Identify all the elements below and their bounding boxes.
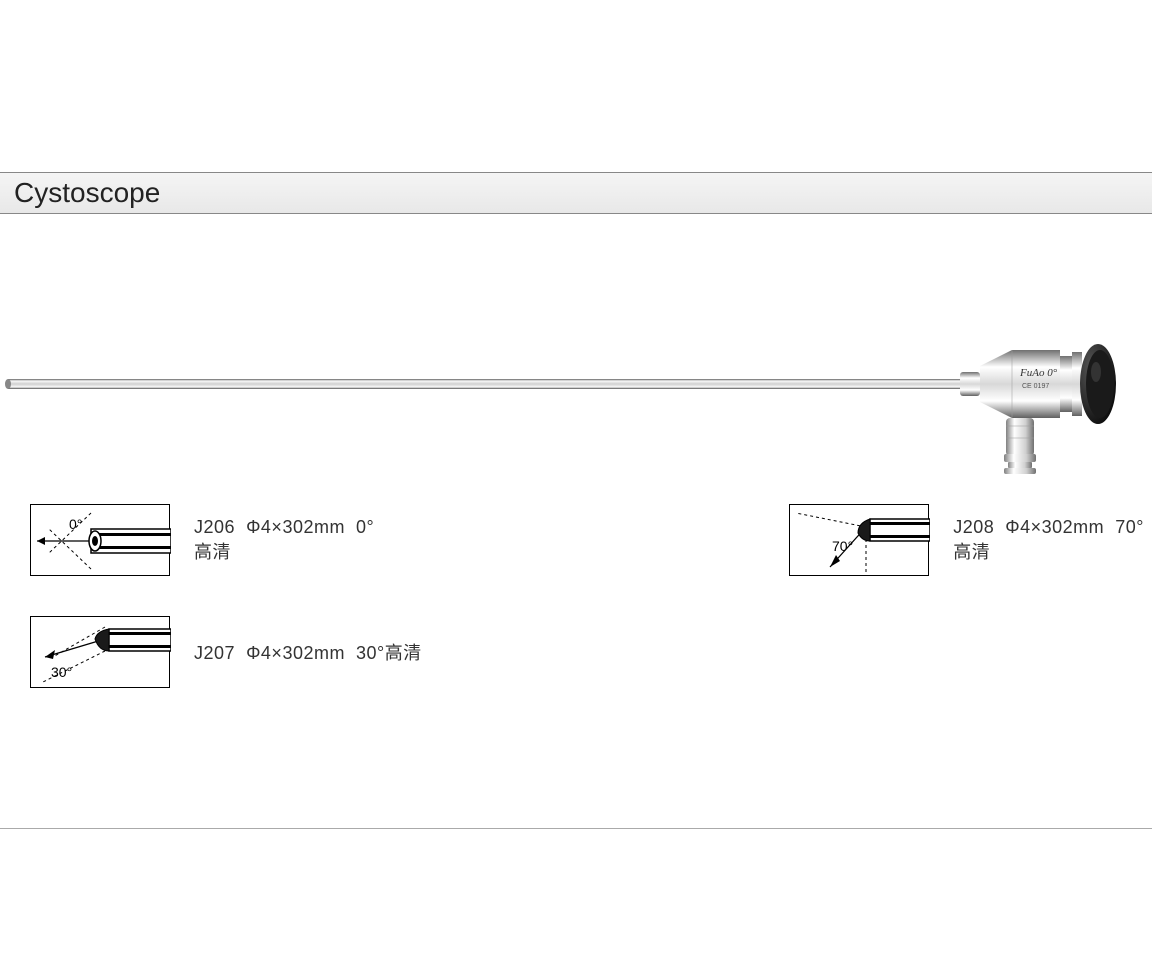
page-title: Cystoscope bbox=[14, 177, 160, 209]
angle-diagram-70: 70° bbox=[789, 504, 929, 576]
main-content: FuAo 0° CE 0197 bbox=[0, 214, 1152, 829]
angle-diagram-0: 0° bbox=[30, 504, 170, 576]
top-spacer bbox=[0, 0, 1152, 172]
svg-text:30°: 30° bbox=[51, 664, 72, 680]
variant-label: J206 Φ4×302mm 0°高清 bbox=[194, 517, 374, 564]
svg-text:0°: 0° bbox=[69, 516, 82, 532]
svg-text:CE 0197: CE 0197 bbox=[1022, 383, 1049, 390]
variant-row: 30° J207 Φ4×302mm 30°高清 bbox=[30, 616, 1130, 688]
variant-row: 0° J206 Φ4×302mm 0°高清 bbox=[30, 504, 1130, 576]
variant-item-j206: 0° J206 Φ4×302mm 0°高清 bbox=[30, 504, 374, 576]
title-bar: Cystoscope bbox=[0, 172, 1152, 214]
angle-diagram-30: 30° bbox=[30, 616, 170, 688]
bottom-spacer bbox=[0, 829, 1152, 959]
svg-text:70°: 70° bbox=[832, 538, 853, 554]
svg-text:FuAo 0°: FuAo 0° bbox=[1019, 367, 1058, 379]
variant-item-j208: 70° J208 Φ4×302mm 70°高清 bbox=[789, 504, 1144, 576]
variant-list: 0° J206 Φ4×302mm 0°高清 bbox=[30, 504, 1130, 728]
variant-label: J207 Φ4×302mm 30°高清 bbox=[194, 639, 422, 665]
variant-label: J208 Φ4×302mm 70°高清 bbox=[953, 517, 1144, 564]
variant-item-j207: 30° J207 Φ4×302mm 30°高清 bbox=[30, 616, 422, 688]
cystoscope-illustration: FuAo 0° CE 0197 bbox=[0, 294, 1152, 494]
